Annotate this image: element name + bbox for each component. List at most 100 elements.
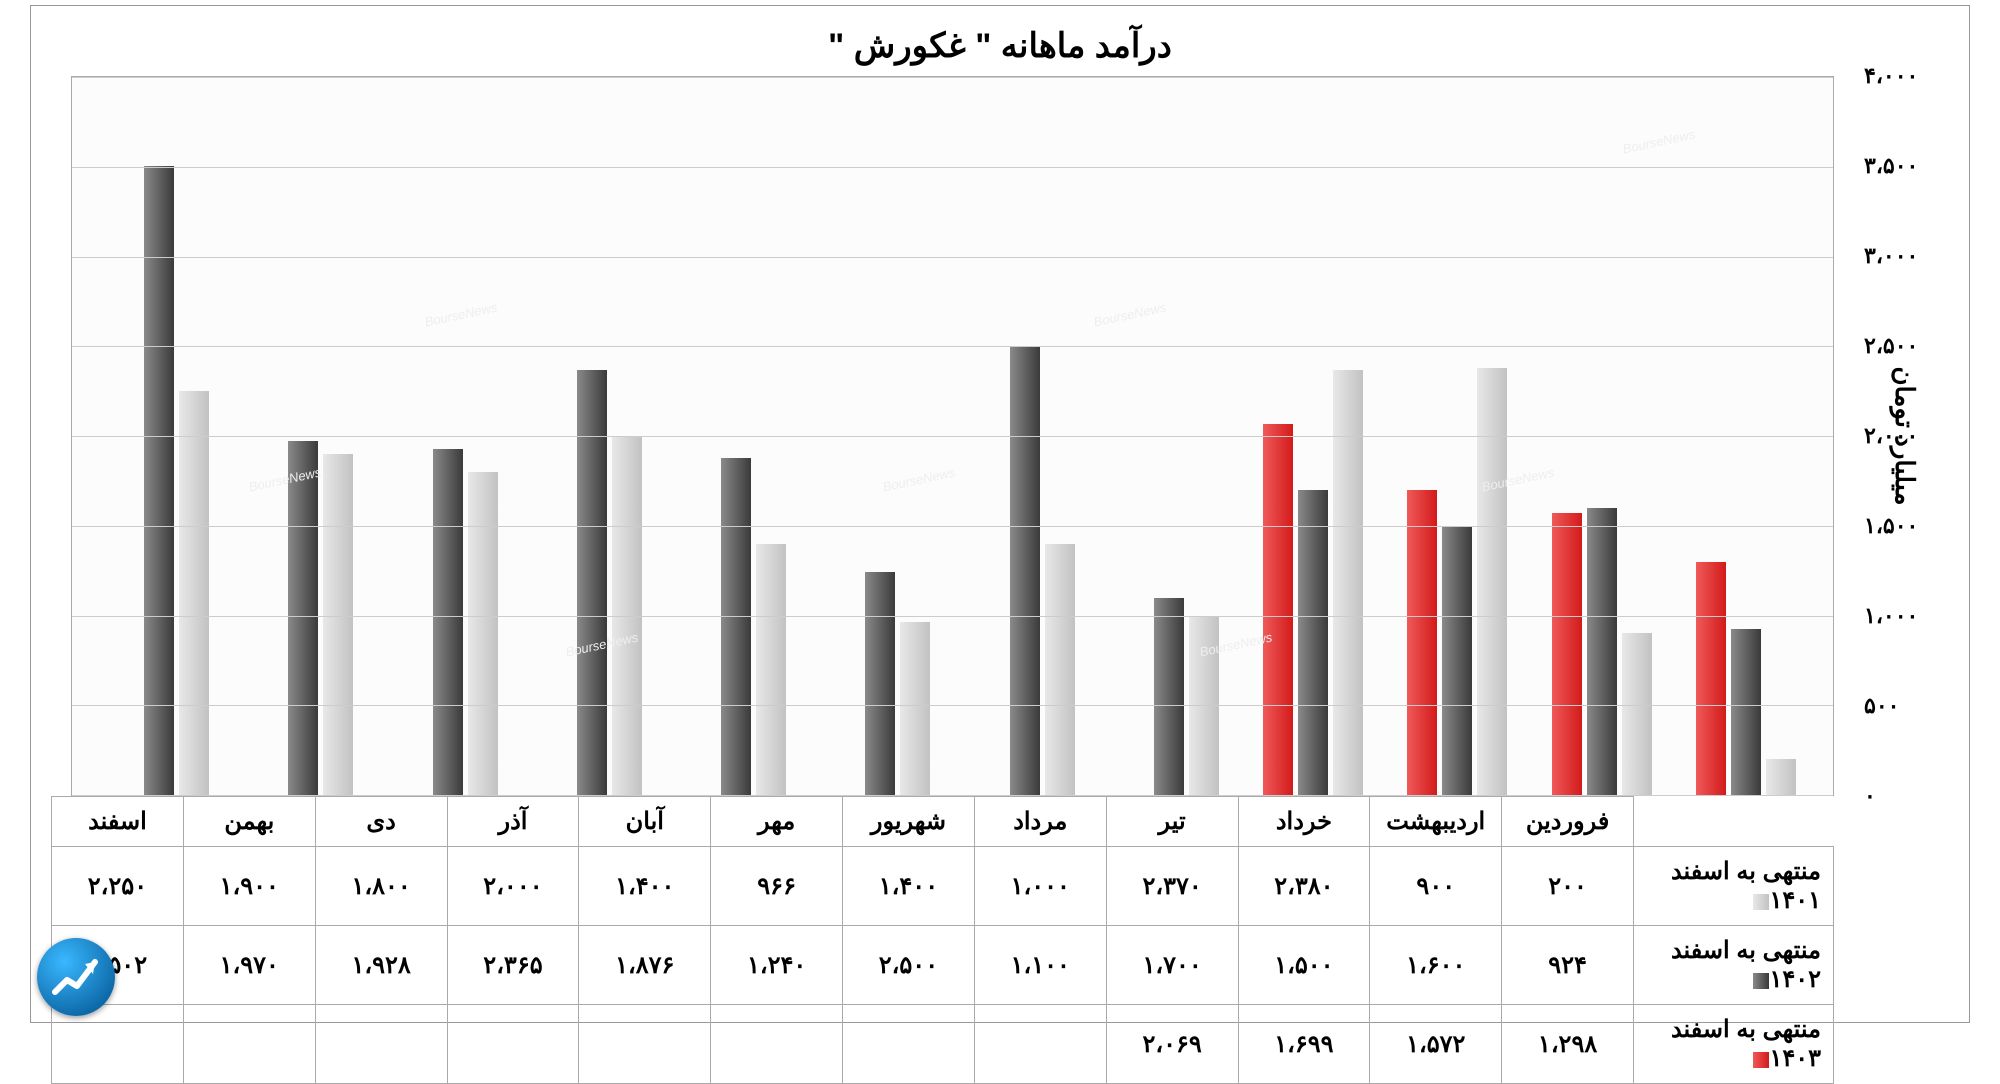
table-row: منتهی به اسفند ۱۴۰۳ ۱،۲۹۸۱،۵۷۲۱،۶۹۹۲،۰۶۹ — [52, 1005, 1834, 1084]
bar — [1731, 629, 1761, 795]
data-cell: ۲،۲۵۰ — [52, 847, 184, 926]
data-cell — [579, 1005, 711, 1084]
y-tick-label: ۲،۰۰۰ — [1864, 423, 1957, 449]
table-row: منتهی به اسفند ۱۴۰۲۹۲۴۱،۶۰۰۱،۵۰۰۱،۷۰۰۱،۱… — [52, 926, 1834, 1005]
data-cell: ۹۲۴ — [1502, 926, 1634, 1005]
series-label: منتهی به اسفند ۱۴۰۳ — [1634, 1005, 1834, 1084]
bar — [865, 572, 895, 795]
data-cell: ۲،۳۷۰ — [1106, 847, 1238, 926]
y-tick-label: ۳،۰۰۰ — [1864, 243, 1957, 269]
series-label: منتهی به اسفند ۱۴۰۱ — [1634, 847, 1834, 926]
month-header: تیر — [1106, 797, 1238, 847]
grid-line — [72, 616, 1833, 617]
data-cell — [315, 1005, 447, 1084]
grid-line — [72, 436, 1833, 437]
chart-body: میلیارد تومان ۰۵۰۰۱،۰۰۰۱،۵۰۰۲،۰۰۰۲،۵۰۰۳،… — [31, 76, 1969, 796]
data-cell: ۱،۵۰۰ — [1238, 926, 1370, 1005]
y-tick-label: ۱،۵۰۰ — [1864, 513, 1957, 539]
bar — [179, 391, 209, 795]
legend-swatch-icon — [1753, 973, 1769, 989]
y-tick-label: ۴،۰۰۰ — [1864, 63, 1957, 89]
data-cell: ۱،۲۹۸ — [1502, 1005, 1634, 1084]
bar — [1477, 368, 1507, 795]
data-cell: ۹۰۰ — [1370, 847, 1502, 926]
data-cell: ۱،۹۷۰ — [183, 926, 315, 1005]
data-cell — [974, 1005, 1106, 1084]
y-axis: میلیارد تومان ۰۵۰۰۱،۰۰۰۱،۵۰۰۲،۰۰۰۲،۵۰۰۳،… — [1834, 76, 1969, 796]
bar — [721, 458, 751, 795]
data-cell: ۱،۶۰۰ — [1370, 926, 1502, 1005]
month-header: اردیبهشت — [1370, 797, 1502, 847]
grid-line — [72, 167, 1833, 168]
series-label-text: منتهی به اسفند ۱۴۰۳ — [1671, 1016, 1821, 1072]
data-cell: ۲،۳۸۰ — [1238, 847, 1370, 926]
bar — [144, 166, 174, 795]
data-cell: ۱،۶۹۹ — [1238, 1005, 1370, 1084]
month-header: آبان — [579, 797, 711, 847]
plot-area: BourseNewsBourseNewsBourseNewsBourseNews… — [71, 76, 1834, 796]
grid-line — [72, 77, 1833, 78]
bar — [900, 622, 930, 795]
y-tick-label: ۱،۰۰۰ — [1864, 603, 1957, 629]
bar — [1766, 759, 1796, 795]
month-header: مهر — [711, 797, 843, 847]
month-header: مرداد — [974, 797, 1106, 847]
bar — [577, 370, 607, 795]
logo-icon — [37, 938, 115, 1016]
bar — [1298, 490, 1328, 795]
bar — [323, 454, 353, 795]
data-cell — [447, 1005, 579, 1084]
grid-line — [72, 526, 1833, 527]
data-cell: ۹۶۶ — [711, 847, 843, 926]
data-cell: ۱،۰۰۰ — [974, 847, 1106, 926]
data-cell: ۱،۲۴۰ — [711, 926, 843, 1005]
table-row: منتهی به اسفند ۱۴۰۱ ۲۰۰۹۰۰۲،۳۸۰۲،۳۷۰۱،۰۰۰… — [52, 847, 1834, 926]
data-cell — [52, 1005, 184, 1084]
data-cell: ۱،۸۷۶ — [579, 926, 711, 1005]
data-cell: ۲،۵۰۰ — [843, 926, 975, 1005]
month-header: شهریور — [843, 797, 975, 847]
chart-container: درآمد ماهانه " غکورش " میلیارد تومان ۰۵۰… — [30, 5, 1970, 1023]
data-cell — [183, 1005, 315, 1084]
series-label: منتهی به اسفند ۱۴۰۲ — [1634, 926, 1834, 1005]
data-cell: ۱،۸۰۰ — [315, 847, 447, 926]
y-tick-label: ۵۰۰ — [1864, 693, 1957, 719]
series-label-text: منتهی به اسفند ۱۴۰۱ — [1671, 858, 1821, 914]
data-cell: ۲،۰۶۹ — [1106, 1005, 1238, 1084]
data-cell: ۱،۵۷۲ — [1370, 1005, 1502, 1084]
data-cell: ۱،۴۰۰ — [843, 847, 975, 926]
bar — [468, 472, 498, 795]
bar — [1333, 370, 1363, 795]
data-cell: ۲۰۰ — [1502, 847, 1634, 926]
series-label-text: منتهی به اسفند ۱۴۰۲ — [1671, 937, 1821, 993]
y-tick-label: ۰ — [1864, 783, 1957, 809]
bar — [1552, 513, 1582, 795]
bar — [756, 544, 786, 795]
legend-swatch-icon — [1753, 1052, 1769, 1068]
data-cell: ۱،۹۲۸ — [315, 926, 447, 1005]
bar — [1442, 526, 1472, 795]
grid-line — [72, 257, 1833, 258]
bar — [288, 441, 318, 795]
grid-line — [72, 795, 1833, 796]
bar — [1010, 346, 1040, 795]
grid-line — [72, 705, 1833, 706]
table-corner — [1634, 797, 1834, 847]
month-header: آذر — [447, 797, 579, 847]
data-cell: ۱،۴۰۰ — [579, 847, 711, 926]
data-table: فروردیناردیبهشتخردادتیرمردادشهریورمهرآبا… — [51, 796, 1834, 1084]
data-cell: ۱،۱۰۰ — [974, 926, 1106, 1005]
data-cell — [711, 1005, 843, 1084]
bar — [1407, 490, 1437, 795]
bar — [1263, 424, 1293, 795]
data-cell — [843, 1005, 975, 1084]
y-tick-label: ۳،۵۰۰ — [1864, 153, 1957, 179]
bar — [1622, 633, 1652, 795]
data-cell: ۲،۳۶۵ — [447, 926, 579, 1005]
bar — [1154, 598, 1184, 795]
bar — [1696, 562, 1726, 795]
legend-swatch-icon — [1753, 894, 1769, 910]
month-header: خرداد — [1238, 797, 1370, 847]
month-header: اسفند — [52, 797, 184, 847]
grid-line — [72, 346, 1833, 347]
